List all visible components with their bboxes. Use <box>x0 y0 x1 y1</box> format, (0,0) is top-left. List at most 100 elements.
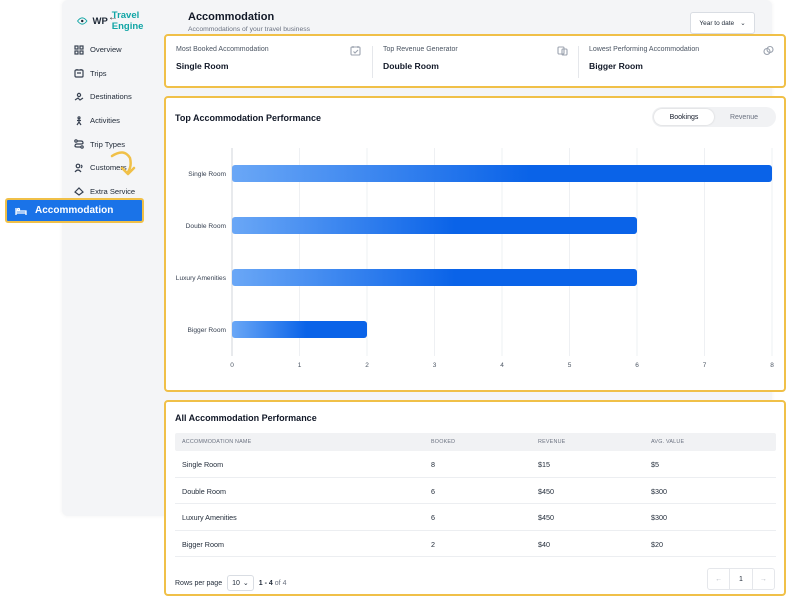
table-row[interactable]: Single Room 8 $15 $5 <box>175 451 776 478</box>
cell-revenue: $15 <box>538 460 550 469</box>
stat-value: Bigger Room <box>589 61 643 71</box>
sidebar-item-extra-service[interactable]: Extra Service <box>74 180 135 204</box>
range-text: 1 - 4 <box>258 579 273 587</box>
chart-title: Top Accommodation Performance <box>175 113 322 123</box>
toggle-bookings[interactable]: Bookings <box>654 109 714 125</box>
rows-per-page-value: 10 <box>232 579 240 587</box>
y-category-label: Single Room <box>188 171 226 178</box>
brand-name-accent: Travel Engine <box>111 10 144 32</box>
calendar-check-icon <box>350 46 361 56</box>
divider <box>578 46 579 78</box>
collapse-sidebar-icon[interactable]: ← <box>108 12 118 23</box>
link-icon <box>763 45 774 56</box>
brand-logo[interactable]: WP Travel Engine <box>76 10 160 32</box>
sidebar-item-label: Destinations <box>90 92 132 102</box>
y-category-label: Bigger Room <box>188 327 227 334</box>
stat-label: Lowest Performing Accommodation <box>589 46 700 53</box>
summary-stats-card: Most Booked Accommodation Single Room To… <box>164 34 786 88</box>
stat-label: Most Booked Accommodation <box>176 46 269 53</box>
y-category-label: Luxury Amenities <box>176 275 227 282</box>
sidebar-item-label: Overview <box>90 45 122 55</box>
chevron-down-icon: ⌄ <box>740 20 746 27</box>
stat-label: Top Revenue Generator <box>383 46 458 53</box>
sidebar-item-activities[interactable]: Activities <box>74 109 135 133</box>
performance-chart-card: Top Accommodation Performance Bookings R… <box>164 96 786 392</box>
activity-icon <box>76 115 82 125</box>
sidebar: WP Travel Engine Overview Trips Destinat… <box>62 0 160 516</box>
sidebar-item-overview[interactable]: Overview <box>74 38 135 62</box>
sidebar-item-label: Activities <box>90 116 120 126</box>
column-header-revenue[interactable]: REVENUE <box>538 439 566 445</box>
cell-booked: 2 <box>431 539 435 549</box>
rows-per-page-select[interactable]: 10 ⌄ <box>227 575 254 591</box>
sidebar-item-label: Trip Types <box>90 139 126 149</box>
cell-revenue: $450 <box>538 486 554 496</box>
cell-avg-value: $20 <box>651 539 663 549</box>
range-total: of 4 <box>274 579 287 587</box>
pointer-arrow-icon <box>110 151 136 176</box>
stat-lowest-performing: Lowest Performing Accommodation Bigger R… <box>579 36 784 86</box>
pagination: ← 1 → <box>707 568 775 590</box>
bar-luxury-amenities[interactable] <box>232 269 637 286</box>
y-category-label: Double Room <box>186 223 227 230</box>
cell-booked: 8 <box>431 460 435 469</box>
table-row[interactable]: Bigger Room 2 $40 $20 <box>175 531 776 557</box>
sidebar-item-label: Accommodation <box>35 205 114 216</box>
cell-revenue: $450 <box>538 513 554 522</box>
logo-icon <box>76 17 88 25</box>
date-range-value: Year to date <box>699 19 735 27</box>
cell-name: Bigger Room <box>182 539 224 549</box>
map-icon <box>74 92 84 101</box>
cell-revenue: $40 <box>538 539 550 549</box>
sidebar-item-trip-types[interactable]: Trip Types <box>74 132 135 156</box>
chevron-down-icon: ⌄ <box>242 580 249 587</box>
service-icon <box>74 187 84 197</box>
x-tick-label: 8 <box>770 362 774 369</box>
x-tick-label: 2 <box>365 362 369 369</box>
cell-avg-value: $300 <box>651 486 667 496</box>
stat-most-booked: Most Booked Accommodation Single Room <box>166 36 371 86</box>
column-header-booked[interactable]: BOOKED <box>431 439 456 445</box>
cell-avg-value: $300 <box>651 513 667 522</box>
column-header-name[interactable]: ACCOMMODATION NAME <box>182 439 252 445</box>
sidebar-item-destinations[interactable]: Destinations <box>74 85 135 109</box>
sidebar-nav: Overview Trips Destinations Activities T… <box>74 38 135 203</box>
cell-name: Single Room <box>182 460 224 469</box>
route-icon <box>74 139 84 149</box>
bar-bigger-room[interactable] <box>232 321 367 338</box>
rows-per-page-label: Rows per page <box>175 579 223 587</box>
column-header-avg-value[interactable]: AVG. VALUE <box>651 439 685 445</box>
x-tick-label: 3 <box>433 362 437 369</box>
next-page-icon[interactable]: → <box>759 575 767 583</box>
sidebar-item-label: Trips <box>90 68 107 78</box>
sidebar-item-accommodation[interactable]: Accommodation <box>5 198 144 223</box>
bar-chart: Single Room Double Room Luxury Amenities Bi… <box>176 148 774 369</box>
bar-single-room[interactable] <box>232 165 772 182</box>
date-range-select[interactable]: Year to date ⌄ <box>690 12 755 34</box>
x-tick-label: 7 <box>703 362 707 369</box>
accommodation-table-card: All Accommodation Performance ACCOMMODAT… <box>164 400 786 596</box>
cell-booked: 6 <box>431 486 435 496</box>
x-tick-label: 4 <box>500 362 504 369</box>
table-header: ACCOMMODATION NAME BOOKED REVENUE AVG. V… <box>175 433 776 451</box>
sidebar-item-customers[interactable]: Customers <box>74 156 135 180</box>
table-row[interactable]: Double Room 6 $450 $300 <box>175 478 776 504</box>
trips-icon <box>74 69 84 78</box>
brand-name-plain: WP <box>92 15 108 27</box>
page-number[interactable]: 1 <box>730 569 753 589</box>
sidebar-item-trips[interactable]: Trips <box>74 62 135 86</box>
users-icon <box>74 163 83 173</box>
toggle-revenue[interactable]: Revenue <box>729 113 759 121</box>
prev-page-icon[interactable]: ← <box>708 569 731 589</box>
metric-toggle: Bookings Revenue <box>652 107 776 127</box>
table-row[interactable]: Luxury Amenities 6 $450 $300 <box>175 504 776 531</box>
money-icon <box>557 46 568 56</box>
cell-avg-value: $5 <box>651 460 659 469</box>
cell-booked: 6 <box>431 513 435 522</box>
divider <box>372 46 373 78</box>
x-tick-label: 6 <box>635 362 639 369</box>
bar-double-room[interactable] <box>232 217 637 234</box>
sidebar-item-label: Customers <box>90 163 127 173</box>
stat-value: Single Room <box>176 61 229 71</box>
grid-icon <box>74 45 84 55</box>
